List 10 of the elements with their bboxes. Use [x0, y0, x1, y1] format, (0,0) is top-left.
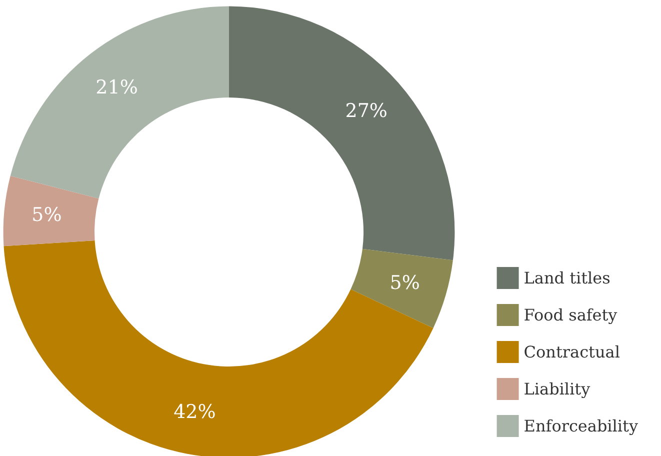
- data-label: 42%: [174, 400, 216, 423]
- legend-label: Land titles: [524, 268, 610, 288]
- data-label: 5%: [32, 204, 62, 226]
- legend-label: Liability: [524, 380, 590, 398]
- data-label: 5%: [390, 272, 420, 294]
- legend-label: Enforceability: [524, 416, 638, 436]
- data-label: 27%: [345, 100, 388, 122]
- legend-label: Food safety: [524, 306, 618, 324]
- data-label: 21%: [96, 76, 138, 98]
- legend-label: Contractual: [524, 342, 620, 362]
